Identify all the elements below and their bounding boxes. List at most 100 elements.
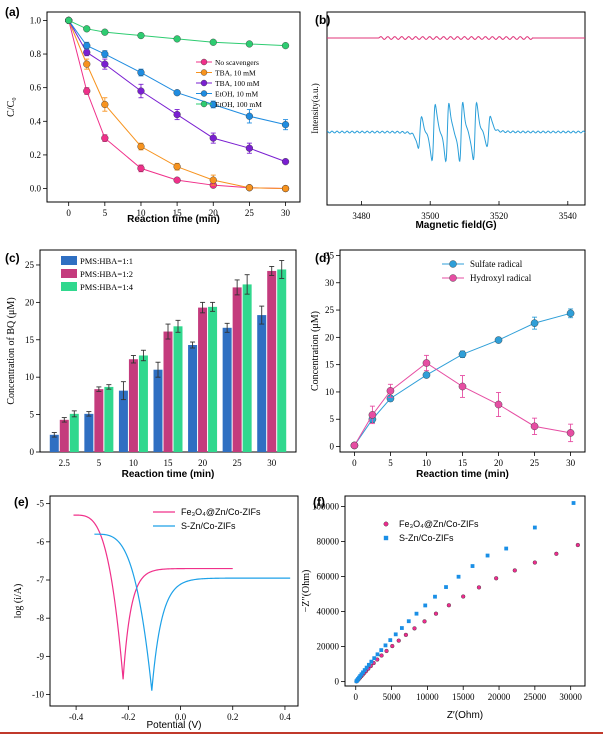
panel-d-point [530, 422, 539, 431]
panel-f-xtick-label: 20000 [488, 692, 511, 702]
panel-c-bar [84, 413, 94, 452]
panel-a-point [101, 100, 109, 109]
panel-d-xtick-label: 15 [458, 458, 468, 468]
panel-b-ylabel: Intensity(a.u.) [310, 83, 320, 133]
panel-d-legend-label: Sulfate radical [470, 259, 523, 269]
panel-a-point [137, 164, 145, 172]
panel-c-xtick-label: 25 [233, 458, 243, 468]
panel-d-point [566, 429, 575, 437]
panel-a-point [173, 89, 181, 97]
panel-a-point [173, 176, 181, 184]
panel-f-legend-marker [383, 535, 389, 541]
panel-a-xlabel: Reaction time (min) [127, 214, 220, 225]
panel-a-point [137, 68, 145, 77]
panel-e-ytick-label: -7 [37, 575, 45, 585]
panel-c-bar [267, 270, 277, 452]
panel-c-label: (c) [5, 251, 20, 265]
panel-d-line-1 [353, 362, 571, 446]
panel-a-point [101, 60, 109, 68]
panel-c-bar [208, 306, 218, 452]
panel-e-xtick-label: 0.0 [175, 712, 187, 722]
panel-a-point [245, 40, 254, 48]
panel-f-point [366, 662, 371, 667]
panel-a-point [173, 110, 181, 119]
panel-a-point [281, 42, 290, 50]
panel-a-legend-label: No scavengers [215, 58, 259, 67]
panel-f-frame [344, 495, 586, 687]
panel-d-point [494, 400, 503, 409]
panel-f-point [379, 648, 384, 653]
panel-c-legend-swatch [61, 256, 77, 265]
panel-a-xtick-label: 10 [136, 208, 146, 218]
panel-a-ytick-label: 1.0 [30, 15, 42, 25]
panel-f-point [512, 568, 517, 573]
panel-a-point [137, 87, 145, 95]
panel-f-point [444, 585, 448, 589]
panel-f-point [433, 594, 437, 599]
panel-e-ytick-label: -8 [37, 613, 45, 623]
panel-a-point [101, 50, 109, 58]
panel-d-point [368, 411, 377, 419]
panel-f-point [362, 668, 367, 672]
panel-a-ylabel: C/C₀ [6, 97, 17, 117]
panel-d-xtick-label: 0 [352, 458, 357, 468]
panel-d-ytick-label: 10 [325, 387, 335, 397]
panel-f-point [476, 585, 482, 590]
panel-f-point [390, 643, 395, 649]
panel-a-xtick-label: 20 [209, 208, 219, 218]
panel-c-legend-label: PMS:HBA=1:2 [80, 269, 133, 279]
panel-e-ytick-label: -5 [37, 499, 45, 509]
panel-f-point [393, 632, 398, 637]
panel-f-point [485, 553, 490, 558]
panel-f-ytick-label: 100000 [312, 502, 340, 512]
panel-c-xtick-label: 2.5 [59, 458, 71, 468]
panel-e-xtick-label: 0.2 [227, 712, 238, 722]
panel-c-bar [69, 413, 79, 452]
panel-c-bar [257, 315, 267, 452]
panel-f-point [384, 648, 389, 654]
panel-f-point [372, 656, 377, 661]
panel-e-ylabel: log (i/A) [13, 584, 24, 619]
panel-c-ytick-label: 25 [25, 260, 35, 270]
panel-c-ytick-label: 15 [25, 335, 35, 345]
panel-a-point [83, 60, 91, 68]
panel-c-bar [94, 389, 104, 452]
panel-c-xlabel: Reaction time (min) [122, 469, 215, 480]
panel-e-legend-label: Fe₃O₄@Zn/Co-ZIFs [181, 507, 261, 517]
panel-f-legend-label: S-Zn/Co-ZIFs [399, 533, 454, 543]
panel-d-point [530, 319, 539, 327]
panel-a-xtick-label: 25 [245, 208, 255, 218]
panel-c-bar [163, 331, 173, 452]
panel-c-legend-label: PMS:HBA=1:4 [80, 282, 134, 292]
panel-c-bar [173, 326, 183, 452]
panel-f-point [388, 638, 393, 643]
panel-e-xtick-label: 0.4 [279, 712, 291, 722]
panel-f-ytick-label: 20000 [317, 642, 340, 652]
panel-d-point [566, 309, 575, 318]
panel-c-bar [277, 269, 287, 452]
panel-a-ytick-label: 0.4 [30, 116, 42, 126]
panel-a-point [83, 25, 91, 33]
panel-f-point [399, 626, 404, 630]
panel-e-tafel-curve-0 [73, 514, 233, 680]
panel-c-bar [128, 359, 138, 452]
panel-f-point [361, 670, 365, 675]
page-bottom-rule [0, 732, 603, 734]
panel-e-legend-label: S-Zn/Co-ZIFs [181, 521, 236, 531]
panel-f-point [412, 626, 417, 631]
panel-a-legend-label: TBA, 100 mM [215, 79, 260, 88]
panel-f-xlabel: Z′(Ohm) [447, 710, 483, 721]
panel-b-xtick-label: 3540 [559, 211, 578, 221]
panel-c-ytick-label: 0 [30, 447, 35, 457]
panel-a-point [137, 31, 145, 40]
panel-f-point [364, 665, 369, 670]
panel-c-xtick-label: 10 [129, 458, 139, 468]
panel-a-ytick-label: 0.6 [30, 83, 42, 93]
panel-f-point [456, 574, 461, 579]
panel-a-point [65, 16, 73, 25]
panel-f-point [532, 560, 537, 565]
panel-d-legend-marker [449, 260, 457, 268]
panel-b-xlabel: Magnetic field(G) [415, 220, 496, 231]
panel-d-point [458, 350, 467, 359]
